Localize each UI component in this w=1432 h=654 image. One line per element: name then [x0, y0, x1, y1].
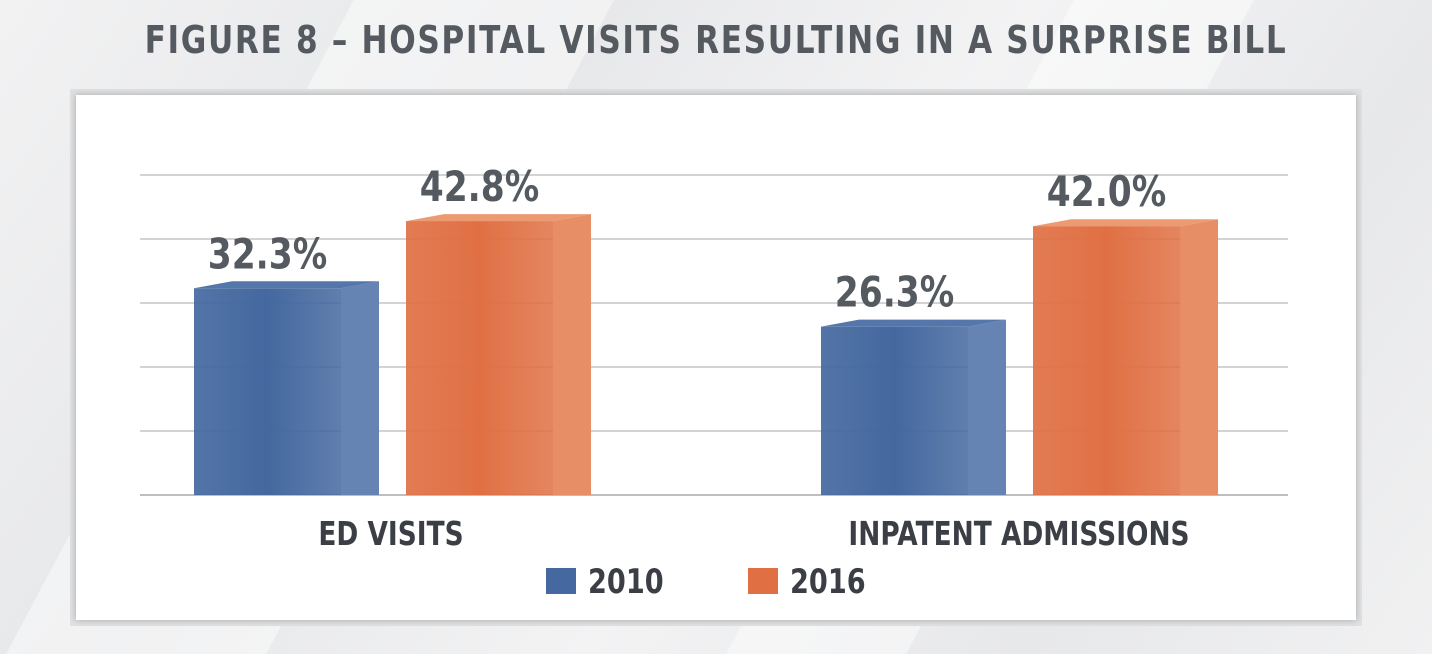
legend-swatch-2016	[748, 568, 778, 594]
legend-label-2010: 2010	[588, 562, 664, 602]
bar-2016-0	[406, 221, 553, 495]
legend-label-2016: 2016	[790, 562, 866, 602]
bar-side-2010-1	[968, 319, 1006, 495]
bar-2010-0	[194, 288, 341, 495]
bar-top-2010-0	[194, 281, 379, 289]
bar-top-2010-1	[821, 319, 1006, 327]
data-label-2010-0: 32.3%	[208, 230, 327, 279]
chart-panel: 32.3% 42.8% ED VISITS 26.3% 42.0% INPATENT AD…	[76, 95, 1356, 620]
category-label-0: ED VISITS	[318, 515, 463, 554]
bar-side-2016-1	[1180, 219, 1218, 495]
bar-top-2016-0	[406, 214, 591, 222]
category-label-1: INPATENT ADMISSIONS	[848, 515, 1189, 554]
figure-title: FIGURE 8 – HOSPITAL VISITS RESULTING IN …	[144, 18, 1288, 62]
data-label-2016-1: 42.0%	[1047, 168, 1166, 217]
bar-side-2016-0	[553, 214, 591, 495]
data-label-2016-0: 42.8%	[420, 163, 539, 212]
bar-2010-1	[821, 326, 968, 495]
bar-chart: 32.3% 42.8% ED VISITS 26.3% 42.0% INPATENT AD…	[140, 163, 1288, 602]
bar-top-2016-1	[1033, 219, 1218, 227]
legend-swatch-2010	[546, 568, 576, 594]
bar-side-2010-0	[341, 281, 379, 495]
data-label-2010-1: 26.3%	[835, 268, 954, 317]
bar-2016-1	[1033, 226, 1180, 495]
